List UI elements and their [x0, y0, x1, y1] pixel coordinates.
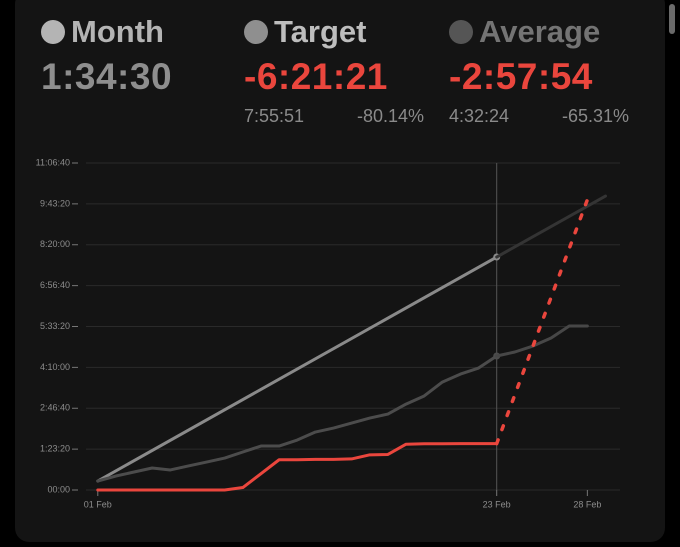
stat-detail: 7:55:51 — [244, 106, 305, 126]
stat-percent: -80.14% — [356, 106, 424, 126]
stat-title: Average — [479, 14, 601, 49]
series-line — [495, 194, 607, 259]
y-tick-label: 5:33:20 — [40, 321, 70, 331]
x-tick-label: 23 Feb — [483, 499, 511, 509]
y-tick-label: 4:10:00 — [40, 362, 70, 372]
y-tick-label: 9:43:20 — [40, 198, 70, 208]
y-tick-label: 8:20:00 — [40, 239, 70, 249]
y-tick-label: 2:46:40 — [40, 403, 70, 413]
stat-value: -6:21:21 — [244, 56, 388, 97]
stat-detail: 4:32:24 — [449, 106, 510, 126]
x-tick-label: 28 Feb — [573, 499, 601, 509]
y-tick-label: 6:56:40 — [40, 280, 70, 290]
series-line — [96, 255, 499, 483]
month-icon — [41, 20, 65, 44]
stat-percent: -65.31% — [561, 106, 629, 126]
scrollbar[interactable] — [669, 4, 675, 34]
average-stat: Average -2:57:54 4:32:24 -65.31% — [449, 14, 629, 127]
target-stat: Target -6:21:21 7:55:51 -80.14% — [244, 14, 424, 127]
y-tick-label: 11:06:40 — [36, 157, 70, 167]
stat-title: Month — [71, 14, 164, 49]
x-tick-label: 01 Feb — [84, 499, 112, 509]
series-line — [494, 198, 590, 446]
stat-title: Target — [274, 14, 367, 49]
month-stat: Month 1:34:30 — [41, 14, 172, 98]
stat-value: 1:34:30 — [41, 56, 173, 97]
series-line — [96, 354, 499, 483]
target-icon — [244, 20, 268, 44]
series-line — [96, 442, 499, 492]
average-icon — [449, 20, 473, 44]
panel — [15, 0, 665, 542]
y-tick-label: 1:23:20 — [40, 444, 70, 454]
stat-value: -2:57:54 — [449, 56, 593, 97]
series-line — [495, 324, 589, 358]
y-tick-label: 00:00 — [47, 484, 70, 494]
